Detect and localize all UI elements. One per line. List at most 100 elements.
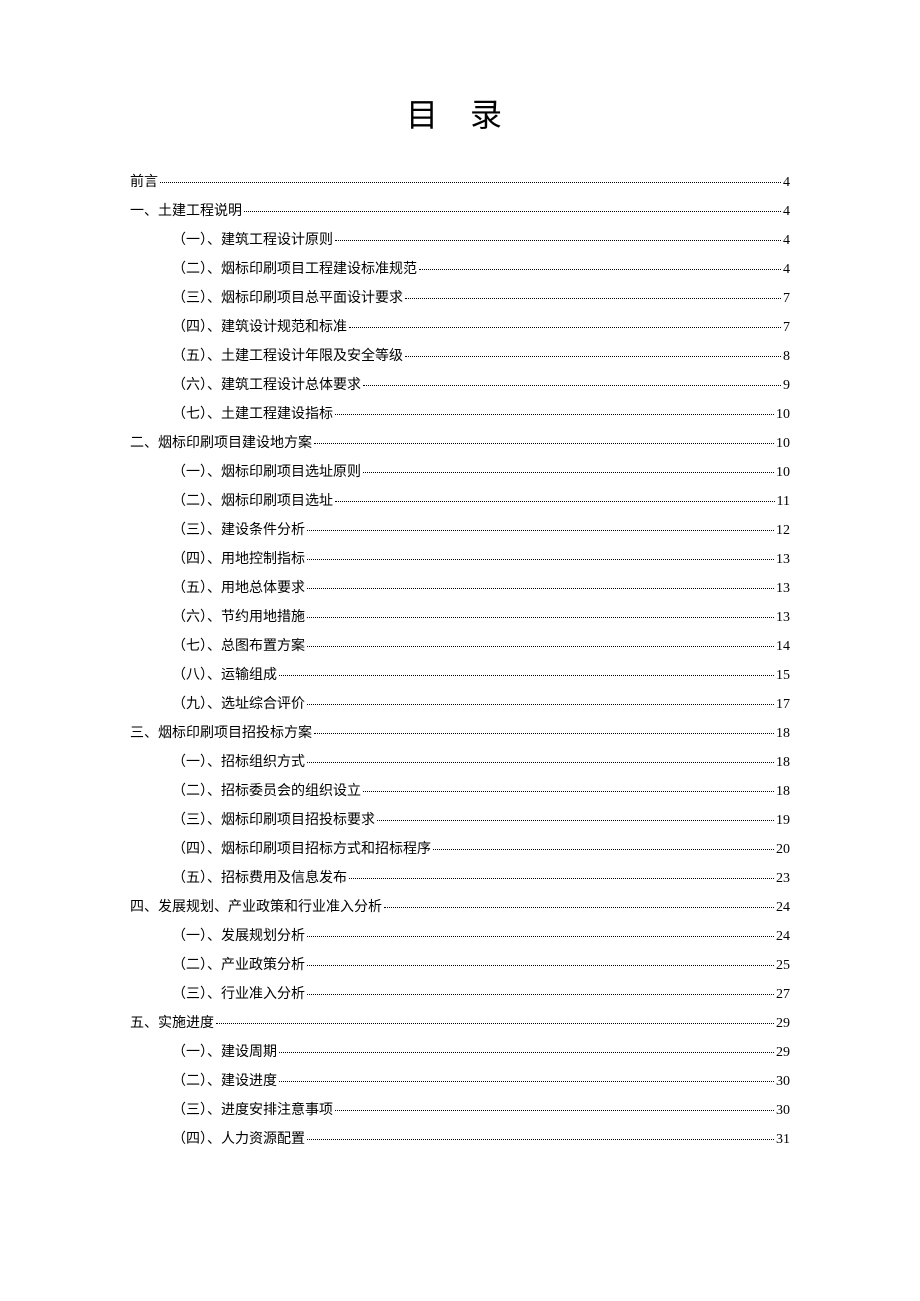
toc-leader-dots [349, 327, 781, 328]
toc-entry-label: （二）、烟标印刷项目工程建设标准规范 [172, 263, 417, 277]
toc-entry-label: （四）、人力资源配置 [172, 1133, 305, 1147]
toc-entry-page: 13 [776, 582, 790, 596]
toc-leader-dots [314, 443, 774, 444]
toc-leader-dots [307, 646, 774, 647]
toc-entry-label: 四、发展规划、产业政策和行业准入分析 [130, 901, 382, 915]
toc-entry: 前言 4 [130, 176, 790, 190]
toc-entry-label: （三）、行业准入分析 [172, 988, 305, 1002]
toc-leader-dots [335, 501, 775, 502]
toc-entry-page: 30 [776, 1104, 790, 1118]
toc-leader-dots [335, 414, 774, 415]
toc-entry-label: 三、烟标印刷项目招投标方案 [130, 727, 312, 741]
toc-entry-page: 8 [783, 350, 790, 364]
toc-entry-label: （六）、建筑工程设计总体要求 [172, 379, 361, 393]
toc-leader-dots [279, 1081, 774, 1082]
toc-entry-label: （三）、烟标印刷项目招投标要求 [172, 814, 375, 828]
toc-entry: （六）、建筑工程设计总体要求 9 [130, 379, 790, 393]
toc-entry-page: 25 [776, 959, 790, 973]
toc-entry-label: （一）、招标组织方式 [172, 756, 305, 770]
table-of-contents: 前言 4 一、土建工程说明 4 （一）、建筑工程设计原则 4 （二）、烟标印刷项目工程建设标… [130, 176, 790, 1147]
toc-entry: 四、发展规划、产业政策和行业准入分析 24 [130, 901, 790, 915]
toc-entry-page: 24 [776, 901, 790, 915]
toc-leader-dots [216, 1023, 774, 1024]
toc-entry-label: （四）、烟标印刷项目招标方式和招标程序 [172, 843, 431, 857]
toc-leader-dots [405, 356, 781, 357]
toc-entry: （三）、烟标印刷项目总平面设计要求 7 [130, 292, 790, 306]
toc-entry-label: （二）、招标委员会的组织设立 [172, 785, 361, 799]
toc-entry-page: 17 [776, 698, 790, 712]
toc-entry-label: （三）、烟标印刷项目总平面设计要求 [172, 292, 403, 306]
toc-entry-page: 4 [783, 205, 790, 219]
toc-leader-dots [419, 269, 781, 270]
toc-entry: （六）、节约用地措施 13 [130, 611, 790, 625]
toc-entry: （一）、招标组织方式 18 [130, 756, 790, 770]
toc-entry-page: 18 [776, 756, 790, 770]
toc-entry: 三、烟标印刷项目招投标方案18 [130, 727, 790, 741]
toc-entry: （五）、土建工程设计年限及安全等级8 [130, 350, 790, 364]
toc-entry-page: 19 [776, 814, 790, 828]
toc-entry-label: （三）、建设条件分析 [172, 524, 305, 538]
toc-entry-label: （二）、建设进度 [172, 1075, 277, 1089]
toc-entry-page: 9 [783, 379, 790, 393]
toc-leader-dots [279, 1052, 774, 1053]
toc-leader-dots [307, 559, 774, 560]
toc-leader-dots [307, 704, 774, 705]
toc-entry-page: 4 [783, 234, 790, 248]
toc-entry-label: 一、土建工程说明 [130, 205, 242, 219]
toc-entry: （五）、用地总体要求 13 [130, 582, 790, 596]
toc-leader-dots [349, 878, 774, 879]
toc-entry: （三）、建设条件分析12 [130, 524, 790, 538]
toc-entry: （二）、烟标印刷项目选址11 [130, 495, 790, 509]
toc-entry: （三）、行业准入分析27 [130, 988, 790, 1002]
toc-entry-label: （一）、建设周期 [172, 1046, 277, 1060]
toc-entry-page: 4 [783, 176, 790, 190]
toc-entry: （二）、招标委员会的组织设立 18 [130, 785, 790, 799]
toc-leader-dots [405, 298, 781, 299]
toc-entry: （九）、选址综合评价17 [130, 698, 790, 712]
toc-leader-dots [314, 733, 774, 734]
toc-entry-label: （一）、建筑工程设计原则 [172, 234, 333, 248]
toc-entry-page: 7 [783, 321, 790, 335]
toc-entry-page: 31 [776, 1133, 790, 1147]
toc-leader-dots [279, 675, 774, 676]
toc-entry: （四）、人力资源配置 31 [130, 1133, 790, 1147]
toc-entry: （八）、运输组成 15 [130, 669, 790, 683]
toc-entry-page: 18 [776, 785, 790, 799]
toc-entry-page: 24 [776, 930, 790, 944]
toc-entry-page: 13 [776, 553, 790, 567]
toc-entry-label: （一）、烟标印刷项目选址原则 [172, 466, 361, 480]
toc-leader-dots [363, 472, 774, 473]
toc-entry-page: 15 [776, 669, 790, 683]
toc-entry-page: 11 [777, 495, 790, 509]
toc-entry: （七）、土建工程建设指标10 [130, 408, 790, 422]
toc-entry-label: （八）、运输组成 [172, 669, 277, 683]
toc-entry-page: 20 [776, 843, 790, 857]
toc-entry: （四）、建筑设计规范和标准7 [130, 321, 790, 335]
toc-entry-page: 13 [776, 611, 790, 625]
toc-leader-dots [433, 849, 774, 850]
toc-entry-label: （四）、用地控制指标 [172, 553, 305, 567]
toc-entry: 二、烟标印刷项目建设地方案 10 [130, 437, 790, 451]
toc-leader-dots [377, 820, 774, 821]
toc-entry-label: 前言 [130, 176, 158, 190]
toc-entry-page: 10 [776, 437, 790, 451]
toc-entry-page: 7 [783, 292, 790, 306]
toc-leader-dots [363, 385, 781, 386]
toc-entry-label: （五）、用地总体要求 [172, 582, 305, 596]
toc-leader-dots [307, 936, 774, 937]
toc-entry: （四）、烟标印刷项目招标方式和招标程序 20 [130, 843, 790, 857]
toc-entry-label: （七）、总图布置方案 [172, 640, 305, 654]
toc-entry-page: 10 [776, 466, 790, 480]
toc-entry: 一、土建工程说明 4 [130, 205, 790, 219]
toc-entry: （二）、建设进度30 [130, 1075, 790, 1089]
toc-entry: （三）、烟标印刷项目招投标要求 19 [130, 814, 790, 828]
toc-leader-dots [244, 211, 781, 212]
toc-entry-label: （六）、节约用地措施 [172, 611, 305, 625]
toc-title: 目 录 [130, 90, 790, 136]
toc-entry: （五）、招标费用及信息发布23 [130, 872, 790, 886]
toc-leader-dots [363, 791, 774, 792]
toc-entry-label: （七）、土建工程建设指标 [172, 408, 333, 422]
toc-entry: （二）、产业政策分析25 [130, 959, 790, 973]
toc-entry-label: 二、烟标印刷项目建设地方案 [130, 437, 312, 451]
toc-entry-page: 4 [783, 263, 790, 277]
